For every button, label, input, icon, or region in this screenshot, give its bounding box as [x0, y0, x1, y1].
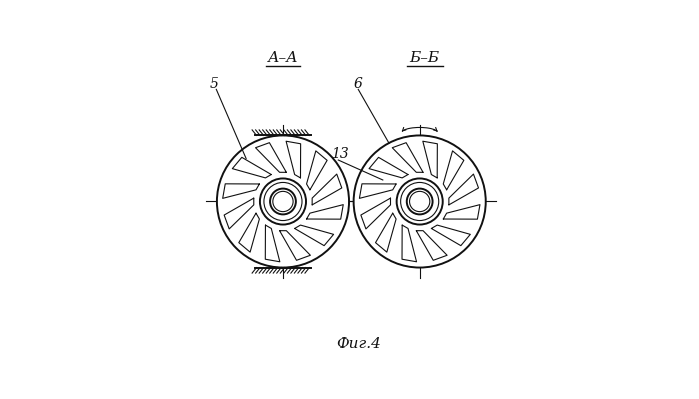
Circle shape	[217, 135, 349, 268]
Text: 6: 6	[354, 77, 363, 91]
Text: Б–Б: Б–Б	[409, 51, 440, 65]
Circle shape	[260, 178, 306, 225]
Circle shape	[401, 182, 439, 221]
Circle shape	[407, 189, 433, 214]
Circle shape	[264, 182, 302, 221]
Circle shape	[410, 192, 430, 211]
Text: 5: 5	[209, 77, 218, 91]
Text: Фиг.4: Фиг.4	[336, 338, 381, 352]
Circle shape	[270, 189, 296, 214]
Text: 13: 13	[331, 148, 348, 162]
Circle shape	[273, 192, 293, 211]
Circle shape	[354, 135, 486, 268]
Text: А–А: А–А	[268, 51, 298, 65]
Circle shape	[396, 178, 442, 225]
